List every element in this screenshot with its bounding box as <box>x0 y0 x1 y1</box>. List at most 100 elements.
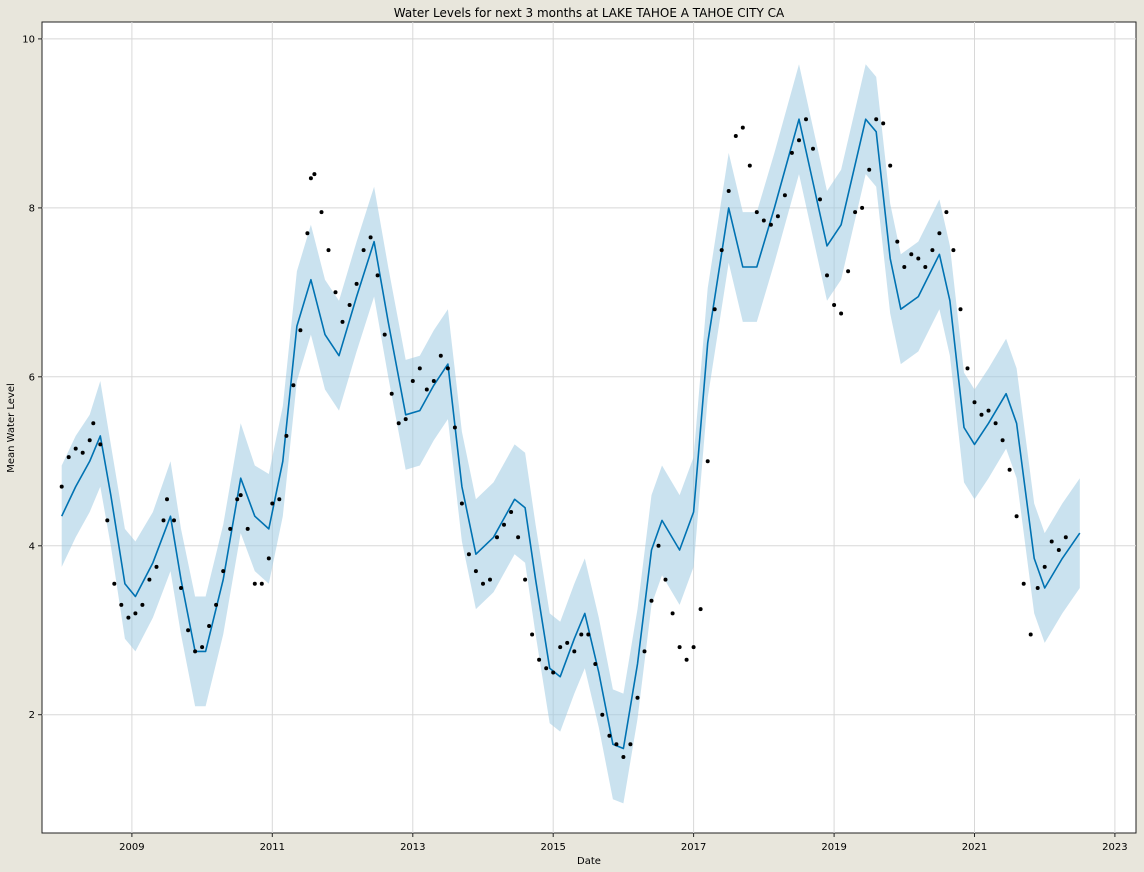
observed-point <box>354 281 359 286</box>
observed-point <box>846 269 851 274</box>
observed-point <box>382 332 387 337</box>
observed-point <box>832 303 837 307</box>
observed-point <box>972 400 977 405</box>
observed-point <box>663 577 668 582</box>
observed-point <box>431 379 436 383</box>
observed-point <box>860 205 865 210</box>
x-tick-label: 2011 <box>260 842 285 853</box>
observed-point <box>761 218 766 223</box>
observed-point <box>804 117 808 122</box>
observed-point <box>80 450 85 455</box>
observed-point <box>161 518 166 523</box>
observed-point <box>881 121 886 126</box>
observed-point <box>530 632 535 637</box>
observed-point <box>705 459 710 464</box>
y-axis-label: Mean Water Level <box>6 383 17 473</box>
observed-point <box>1021 581 1026 586</box>
observed-point <box>410 379 415 383</box>
observed-point <box>193 649 198 654</box>
observed-point <box>993 421 998 426</box>
observed-point <box>670 611 675 616</box>
observed-point <box>909 252 914 257</box>
observed-point <box>768 222 773 227</box>
observed-point <box>586 632 591 637</box>
observed-point <box>235 497 240 502</box>
observed-point <box>888 163 893 168</box>
observed-point <box>154 564 159 569</box>
observed-point <box>147 577 152 582</box>
observed-point <box>1049 539 1054 544</box>
observed-point <box>516 535 521 540</box>
x-tick-label: 2013 <box>400 842 425 853</box>
observed-point <box>361 248 366 253</box>
observed-point <box>495 535 499 540</box>
observed-point <box>635 695 640 700</box>
observed-point <box>73 446 78 451</box>
observed-point <box>649 598 654 603</box>
y-tick-label: 4 <box>29 541 35 552</box>
observed-point <box>308 176 313 181</box>
observed-point <box>923 265 928 269</box>
observed-point <box>642 649 647 654</box>
observed-point <box>59 484 64 489</box>
observed-point <box>186 628 191 633</box>
observed-point <box>200 645 205 650</box>
observed-point <box>221 569 226 574</box>
observed-point <box>438 353 443 358</box>
observed-point <box>811 146 815 151</box>
x-tick-label: 2021 <box>962 842 987 853</box>
observed-point <box>368 235 373 240</box>
observed-point <box>488 577 492 582</box>
x-axis: 2009 2011 2013 2015 2017 2019 2021 2023 <box>119 833 1128 853</box>
observed-point <box>979 412 984 417</box>
observed-point <box>593 662 598 666</box>
observed-point <box>396 421 401 426</box>
observed-point <box>119 602 124 607</box>
uncertainty-band-layer <box>61 64 1080 804</box>
observed-point <box>839 311 844 316</box>
observed-point <box>754 210 759 215</box>
observed-point <box>951 248 956 253</box>
observed-point <box>424 387 429 392</box>
observed-point <box>797 138 801 143</box>
observed-point <box>628 742 633 747</box>
y-tick-label: 8 <box>29 203 35 214</box>
observed-point <box>91 421 96 426</box>
observed-point <box>214 602 219 607</box>
observed-point <box>579 632 584 637</box>
observed-point <box>895 239 900 244</box>
x-tick-label: 2017 <box>681 842 706 853</box>
observed-point <box>228 526 233 531</box>
observed-point <box>238 493 243 498</box>
observed-point <box>782 193 787 198</box>
observed-point <box>558 645 563 650</box>
x-tick-label: 2023 <box>1102 842 1127 853</box>
y-tick-label: 6 <box>29 372 35 383</box>
observed-point <box>607 733 612 738</box>
observed-point <box>986 408 991 413</box>
observed-point <box>621 755 626 759</box>
observed-point <box>1000 438 1005 443</box>
observed-point <box>572 649 577 654</box>
observed-point <box>1063 535 1068 540</box>
y-axis: 2 4 6 8 10 <box>22 34 42 721</box>
observed-point <box>179 586 183 590</box>
observed-point <box>726 189 731 193</box>
observed-point <box>825 273 829 278</box>
observed-point <box>473 569 478 574</box>
observed-points-layer <box>59 117 1068 759</box>
observed-point <box>326 248 331 253</box>
observed-point <box>1035 586 1040 590</box>
observed-point <box>126 615 131 620</box>
observed-point <box>937 231 942 236</box>
observed-point <box>87 438 92 443</box>
observed-point <box>719 248 724 253</box>
observed-point <box>789 150 794 155</box>
observed-point <box>291 383 296 388</box>
observed-point <box>537 657 542 662</box>
observed-point <box>172 518 176 523</box>
observed-point <box>133 611 138 616</box>
observed-point <box>305 231 310 236</box>
observed-point <box>958 307 963 312</box>
